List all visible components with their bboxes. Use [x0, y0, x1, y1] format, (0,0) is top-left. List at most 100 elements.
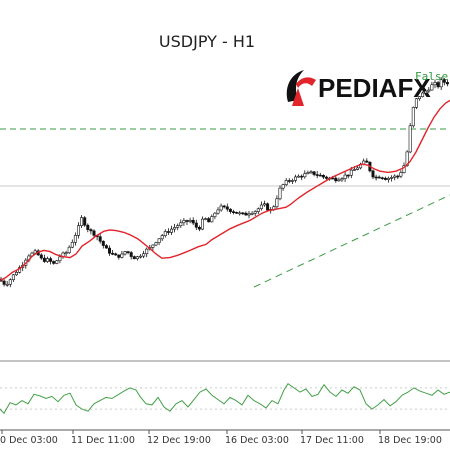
- candle-body: [386, 177, 390, 180]
- candle-body: [55, 260, 59, 264]
- candle-body: [278, 187, 282, 200]
- candle-body: [15, 272, 19, 276]
- candle-body: [64, 252, 68, 254]
- candle-body: [213, 212, 217, 217]
- candle-body: [207, 218, 211, 223]
- candle-body: [430, 84, 434, 91]
- candle-body: [73, 235, 77, 243]
- candle-body: [256, 208, 260, 212]
- candle-body: [201, 218, 205, 230]
- candle-body: [331, 177, 335, 180]
- candle-body: [340, 178, 344, 181]
- oscillator-line: [0, 382, 450, 415]
- candle-body: [241, 212, 245, 215]
- candle-body: [287, 180, 291, 182]
- candle-body: [235, 211, 239, 214]
- candle-body: [77, 225, 81, 236]
- candle-body: [98, 236, 102, 242]
- candle-body: [377, 176, 381, 179]
- candle-body: [306, 172, 310, 174]
- support-trendline: [253, 194, 450, 288]
- candle-body: [45, 258, 49, 262]
- candle-body: [92, 230, 96, 236]
- candle-body: [86, 224, 90, 230]
- candle-body: [126, 251, 130, 253]
- candle-body: [439, 79, 443, 88]
- candle-body: [262, 203, 266, 206]
- candle-body: [414, 98, 418, 108]
- candle-body: [417, 96, 421, 100]
- x-tick-label: 11 Dec 11:00: [71, 435, 135, 446]
- x-tick-label: 18 Dec 19:00: [378, 435, 442, 446]
- candle-body: [250, 212, 254, 215]
- candle-body: [58, 256, 62, 262]
- candle-body: [247, 213, 251, 216]
- candle-body: [290, 180, 294, 182]
- candle-body: [343, 174, 347, 179]
- candle-body: [89, 229, 93, 232]
- candle-body: [120, 253, 124, 258]
- candle-body: [253, 211, 257, 214]
- candle-body: [424, 90, 428, 94]
- candle-body: [284, 180, 288, 186]
- candle-body: [396, 175, 400, 178]
- oscillator: [0, 382, 450, 415]
- candlesticks: [0, 77, 449, 288]
- candle-body: [281, 184, 285, 189]
- candle-body: [151, 244, 155, 248]
- candle-body: [238, 212, 242, 215]
- candle-body: [11, 274, 15, 281]
- candle-body: [334, 177, 338, 182]
- candle-body: [300, 175, 304, 178]
- chart-title: USDJPY - H1: [159, 32, 255, 51]
- x-tick-label: 16 Dec 03:00: [225, 435, 289, 446]
- candle-body: [222, 205, 226, 208]
- candle-body: [104, 245, 108, 249]
- candle-body: [204, 218, 208, 220]
- candle-body: [355, 167, 359, 170]
- candle-body: [179, 222, 183, 226]
- candle-body: [315, 174, 319, 176]
- candle-body: [321, 175, 325, 178]
- candle-body: [266, 203, 270, 211]
- candle-body: [216, 209, 220, 214]
- candle-body: [337, 179, 341, 182]
- candle-body: [67, 246, 71, 253]
- candle-body: [117, 254, 121, 258]
- candle-body: [5, 283, 9, 286]
- candle-body: [163, 231, 167, 236]
- candle-body: [402, 165, 406, 173]
- brand-logo: PEDIAFX: [286, 70, 431, 106]
- reference-lines: [0, 128, 450, 288]
- candle-body: [2, 280, 6, 285]
- candle-body: [108, 247, 112, 254]
- candle-body: [83, 217, 87, 226]
- candle-body: [139, 255, 143, 258]
- candle-body: [297, 175, 301, 178]
- candle-body: [374, 176, 378, 179]
- oscillator-guides: [0, 387, 450, 410]
- candle-body: [132, 256, 136, 260]
- candle-body: [188, 220, 192, 222]
- candle-body: [182, 220, 186, 224]
- candle-body: [111, 252, 115, 255]
- candle-body: [33, 250, 37, 254]
- candle-body: [324, 176, 328, 179]
- moving-average: [0, 99, 450, 282]
- candle-body: [433, 82, 437, 86]
- candle-body: [154, 242, 158, 246]
- candle-body: [135, 256, 139, 260]
- candle-body: [371, 170, 375, 178]
- candle-body: [197, 226, 201, 230]
- candle-body: [365, 160, 369, 163]
- candle-body: [349, 169, 353, 176]
- candle-body: [225, 206, 229, 210]
- candle-body: [52, 261, 56, 264]
- candle-body: [352, 169, 356, 171]
- candle-body: [259, 204, 263, 210]
- candle-body: [399, 172, 403, 177]
- candle-body: [8, 279, 12, 285]
- x-axis-ticks: 0 Dec 03:00 11 Dec 11:00 12 Dec 19:00 16 De…: [0, 430, 442, 446]
- candle-body: [275, 198, 279, 208]
